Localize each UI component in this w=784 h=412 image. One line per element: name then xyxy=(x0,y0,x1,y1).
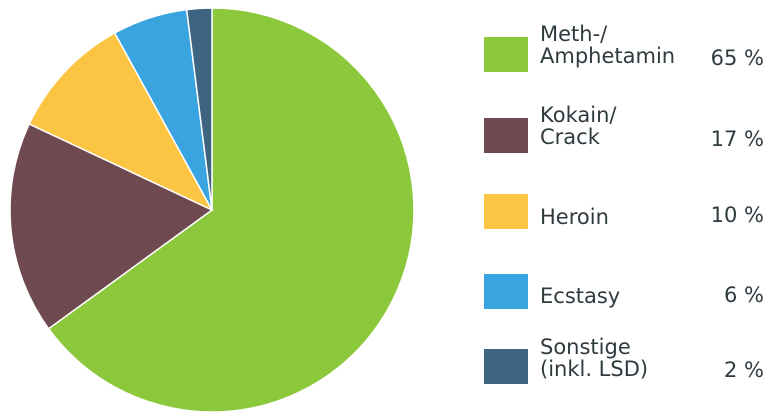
legend-value-heroin: 10 % xyxy=(710,203,764,227)
legend-swatch-meth-amphetamin xyxy=(484,37,528,72)
legend-item-ecstasy: Ecstasy 6 % xyxy=(484,274,774,324)
legend-label-kokain-crack: Kokain/ Crack xyxy=(540,103,617,149)
legend-swatch-kokain-crack xyxy=(484,118,528,153)
pie-slice-sonstige xyxy=(185,7,213,211)
legend-label-ecstasy: Ecstasy xyxy=(540,284,621,308)
legend-value-ecstasy: 6 % xyxy=(724,283,764,307)
legend-item-sonstige: Sonstige (inkl. LSD) 2 % xyxy=(484,334,774,384)
legend-label-sonstige: Sonstige (inkl. LSD) xyxy=(540,335,649,381)
pie-slices xyxy=(9,7,415,412)
pie-slice-heroin xyxy=(28,31,214,212)
legend-swatch-ecstasy xyxy=(484,274,528,309)
legend-swatch-heroin xyxy=(484,194,528,229)
legend: Meth-/ Amphetamin 65 % Kokain/ Crack 17 … xyxy=(484,0,784,412)
legend-value-kokain-crack: 17 % xyxy=(710,127,764,151)
legend-label-heroin: Heroin xyxy=(540,205,609,229)
pie-chart xyxy=(9,7,415,412)
pie-slice-meth-amphetamin xyxy=(47,7,415,412)
legend-item-kokain-crack: Kokain/ Crack 17 % xyxy=(484,103,774,153)
pie-slice-kokain-crack xyxy=(9,122,214,330)
legend-item-meth-amphetamin: Meth-/ Amphetamin 65 % xyxy=(484,22,774,72)
legend-value-meth-amphetamin: 65 % xyxy=(710,46,764,70)
legend-swatch-sonstige xyxy=(484,349,528,384)
legend-value-sonstige: 2 % xyxy=(724,358,764,382)
legend-item-heroin: Heroin 10 % xyxy=(484,194,774,244)
legend-label-meth-amphetamin: Meth-/ Amphetamin xyxy=(540,22,676,68)
